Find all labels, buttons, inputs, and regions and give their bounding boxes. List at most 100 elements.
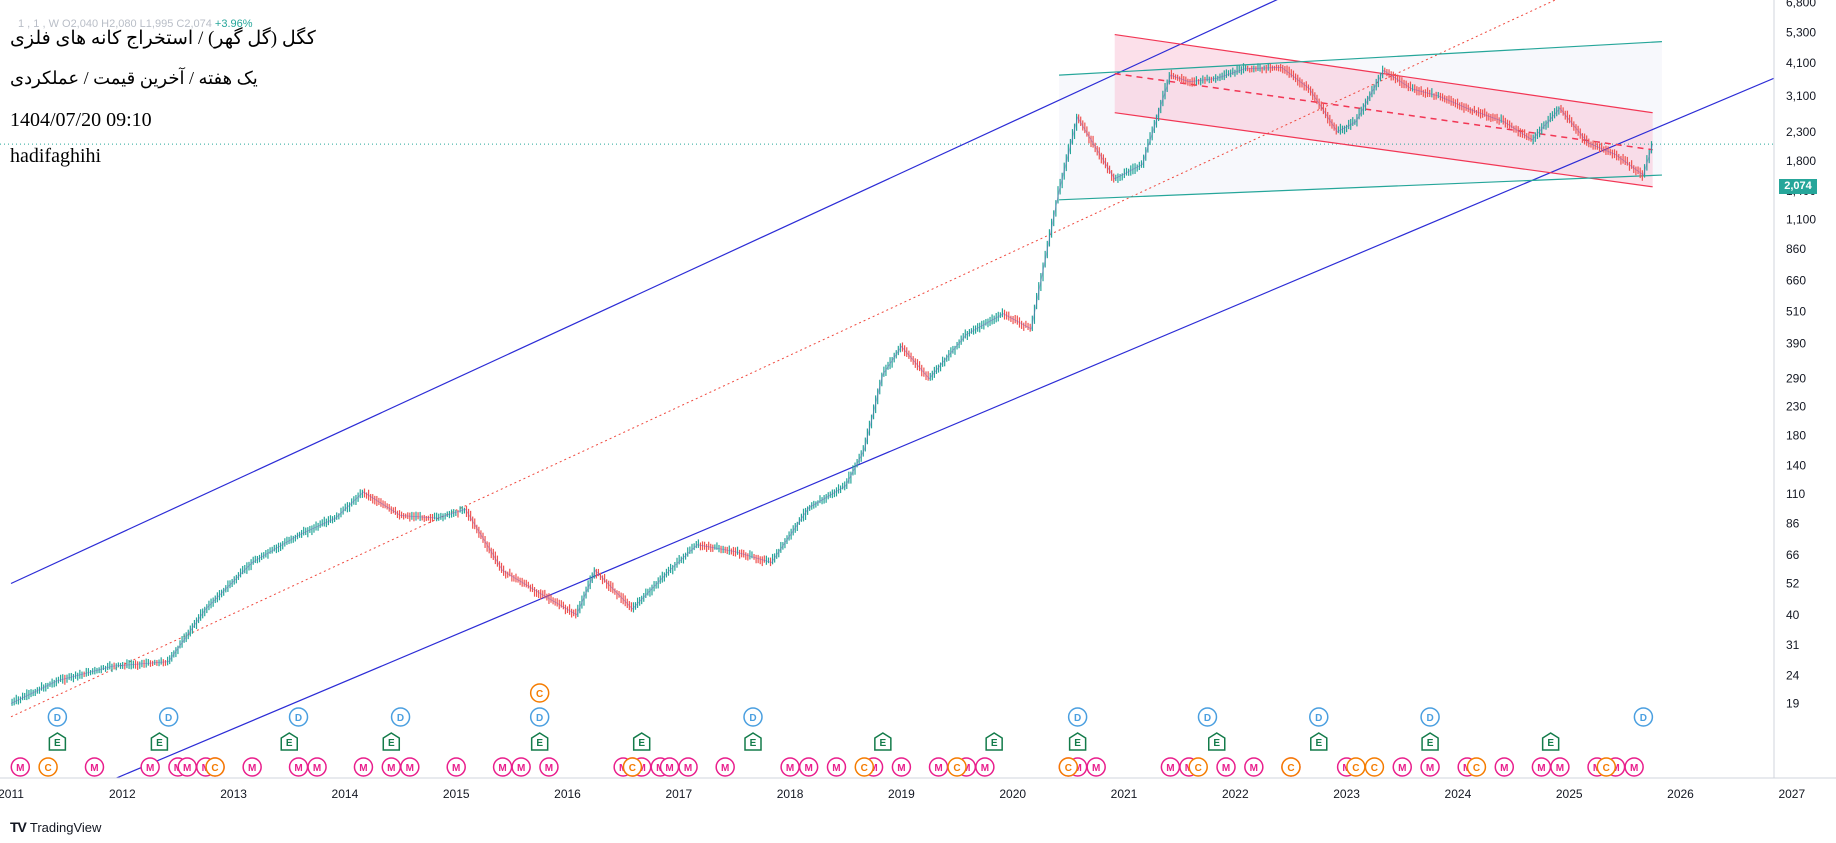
event-d-icon[interactable]: D [529,707,550,727]
event-m-icon[interactable]: M [826,757,847,777]
time-axis: 2011 2012 2013 2014 2015 2016 2017 2018 2019 2020… [0,787,1805,801]
event-c-icon[interactable]: C [1281,757,1301,777]
event-m-icon[interactable]: M [10,757,31,777]
event-c-icon[interactable]: C [205,757,225,777]
svg-text:E: E [991,738,998,749]
event-c-icon[interactable]: C [529,683,550,703]
event-e-icon[interactable]: E [1541,732,1560,751]
event-d-icon[interactable]: D [1420,707,1440,727]
svg-text:M: M [146,763,154,774]
pink-channel-top[interactable] [1114,33,1653,114]
event-m-icon[interactable]: M [84,757,105,777]
time-tick-label: 2013 [220,787,247,801]
svg-text:D: D [1315,713,1322,724]
event-e-icon[interactable]: E [874,732,892,751]
event-m-icon[interactable]: M [1244,757,1264,777]
svg-text:C: C [1287,763,1294,774]
event-m-icon[interactable]: M [400,757,420,777]
event-m-icon[interactable]: M [1420,757,1440,777]
event-m-icon[interactable]: M [242,757,262,777]
pink-channel-bottom[interactable] [1114,112,1653,188]
event-m-icon[interactable]: M [177,757,197,777]
event-m-icon[interactable]: M [446,757,466,777]
event-e-icon[interactable]: E [150,732,169,751]
event-c-icon[interactable]: C [1364,757,1385,777]
event-m-icon[interactable]: M [891,757,912,777]
event-m-icon[interactable]: M [1624,757,1644,777]
event-m-icon[interactable]: M [353,757,374,777]
event-m-icon[interactable]: M [798,757,819,777]
svg-text:M: M [684,763,692,774]
event-e-icon[interactable]: E [530,732,549,751]
tradingview-branding[interactable]: TV TradingView [10,819,101,835]
svg-text:M: M [786,763,794,774]
event-c-icon[interactable]: C [1346,757,1366,777]
event-m-icon[interactable]: M [1160,757,1181,777]
event-d-icon[interactable]: D [1197,707,1218,727]
event-m-icon[interactable]: M [511,757,531,777]
event-m-icon[interactable]: M [1550,757,1570,777]
event-e-icon[interactable]: E [1208,732,1226,751]
event-e-icon[interactable]: E [1421,732,1439,751]
event-m-icon[interactable]: M [659,757,680,777]
event-d-icon[interactable]: D [1309,707,1329,727]
event-m-icon[interactable]: M [928,757,949,777]
event-d-icon[interactable]: D [1633,707,1654,727]
event-e-icon[interactable]: E [632,732,651,751]
event-c-icon[interactable]: C [1058,757,1079,777]
blue-upper-channel[interactable] [10,0,1365,585]
teal-range-bottom[interactable] [1059,174,1662,201]
event-m-icon[interactable]: M [492,757,513,777]
event-m-icon[interactable]: M [288,757,309,777]
event-d-icon[interactable]: D [288,707,309,727]
event-m-icon[interactable]: M [1216,757,1236,777]
svg-text:M: M [1630,763,1638,774]
svg-text:E: E [1074,738,1081,749]
price-tick-label: 230 [1786,399,1806,413]
svg-text:M: M [1537,763,1545,774]
event-c-icon[interactable]: C [38,757,58,777]
event-e-icon[interactable]: E [382,732,401,751]
event-m-icon[interactable]: M [307,757,327,777]
event-e-icon[interactable]: E [1068,732,1087,751]
event-m-icon[interactable]: M [678,757,698,777]
svg-text:M: M [981,763,989,774]
svg-text:M: M [897,763,905,774]
event-d-icon[interactable]: D [390,707,411,727]
event-e-icon[interactable]: E [1310,732,1328,751]
blue-lower-channel[interactable] [11,63,1810,823]
event-m-icon[interactable]: M [715,757,735,777]
event-c-icon[interactable]: C [854,757,875,777]
svg-text:C: C [1371,763,1378,774]
event-m-icon[interactable]: M [975,757,995,777]
svg-text:M: M [517,763,525,774]
price-tick-label: 660 [1786,274,1806,288]
event-c-icon[interactable]: C [1596,757,1617,777]
event-d-icon[interactable]: D [743,707,763,727]
event-e-icon[interactable]: E [985,732,1003,751]
event-c-icon[interactable]: C [1188,757,1208,777]
event-m-icon[interactable]: M [1494,757,1515,777]
event-m-icon[interactable]: M [780,757,800,777]
event-m-icon[interactable]: M [140,757,160,777]
event-d-icon[interactable]: D [47,707,68,727]
teal-range-top[interactable] [1059,41,1662,76]
event-m-icon[interactable]: M [381,757,402,777]
price-tick-label: 3,100 [1786,89,1816,103]
event-e-icon[interactable]: E [48,732,67,751]
event-e-icon[interactable]: E [744,732,762,751]
event-m-icon[interactable]: M [1531,757,1552,777]
svg-text:M: M [934,763,942,774]
time-tick-label: 2011 [0,787,24,801]
event-m-icon[interactable]: M [539,757,559,777]
event-c-icon[interactable]: C [1466,757,1487,777]
event-e-icon[interactable]: E [280,732,298,751]
event-m-icon[interactable]: M [1392,757,1412,777]
event-c-icon[interactable]: C [947,757,967,777]
svg-text:D: D [1074,713,1081,724]
event-c-icon[interactable]: C [622,757,643,777]
event-d-icon[interactable]: D [1067,707,1088,727]
event-m-icon[interactable]: M [1086,757,1106,777]
event-d-icon[interactable]: D [158,707,179,727]
